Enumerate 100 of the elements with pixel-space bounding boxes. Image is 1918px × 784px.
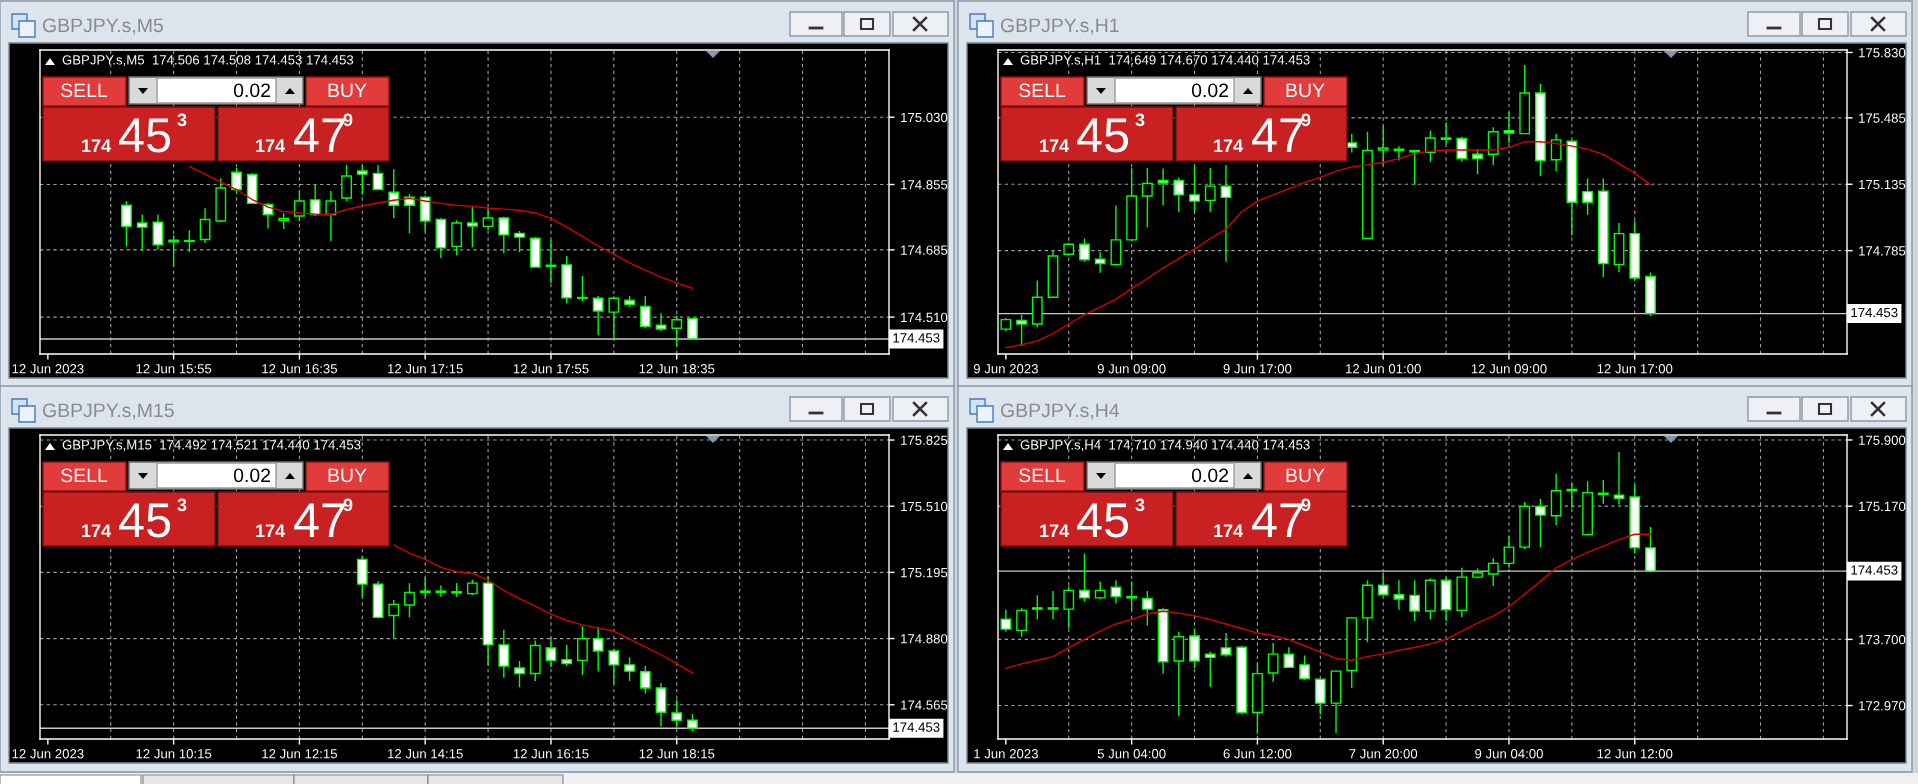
candlestick	[1220, 164, 1232, 263]
x-tick-label: 9 Jun 17:00	[1223, 364, 1292, 374]
candlestick	[1346, 132, 1358, 154]
y-tick-label: 174.785	[1859, 246, 1906, 256]
x-tick-label: 7 Jun 20:00	[1349, 749, 1418, 759]
annotation: 0.02	[1191, 468, 1229, 483]
x-tick-label: 6 Jun 12:00	[1223, 749, 1292, 759]
x-tick-label: 12 Jun 17:00	[1597, 364, 1673, 374]
candlestick	[451, 219, 463, 256]
candlestick	[592, 626, 604, 673]
candlestick	[341, 164, 352, 202]
annotation: SELL	[1019, 468, 1066, 483]
candlestick	[608, 647, 620, 685]
annotation: BUY	[1286, 83, 1325, 98]
candlestick	[1204, 167, 1216, 213]
x-tick-label: 12 Jun 17:15	[388, 364, 463, 374]
annotation: 174	[82, 524, 112, 537]
annotation: SELL	[1019, 83, 1066, 98]
candlestick	[1409, 579, 1421, 622]
candlestick	[1424, 129, 1436, 163]
candlestick	[1456, 136, 1468, 163]
annotation: 9	[343, 113, 353, 127]
candlestick	[498, 216, 510, 255]
y-tick-label: 174.685	[901, 245, 948, 255]
candlestick	[1047, 590, 1059, 620]
candlestick	[671, 699, 683, 729]
candlestick	[1409, 149, 1421, 186]
annotation: 45	[119, 503, 171, 538]
annotation: 9	[343, 498, 353, 512]
annotation: SELL	[61, 83, 108, 98]
candlestick	[309, 184, 321, 217]
annotation: 0.02	[1191, 83, 1229, 98]
candlestick	[1157, 167, 1169, 207]
candlestick	[671, 315, 683, 347]
x-tick-label: 12 Jun 18:15	[639, 749, 715, 759]
y-tick-label: 175.195	[901, 567, 948, 578]
x-tick-label: 12 Jun 12:00	[1597, 749, 1673, 759]
candlestick	[388, 599, 400, 640]
candlestick	[1582, 177, 1593, 216]
chart-title: GBPJPY.s,M5	[42, 18, 163, 35]
y-tick-label: 175.510	[901, 501, 948, 512]
candlestick	[1094, 251, 1106, 274]
y-tick-label: 174.855	[901, 180, 948, 190]
annotation: BUY	[1286, 468, 1325, 483]
chart-title: GBPJPY.s,M15	[42, 403, 174, 420]
x-tick-label: 9 Jun 04:00	[1475, 749, 1543, 759]
annotation: 174	[256, 139, 286, 152]
candlestick	[419, 194, 431, 233]
x-tick-label: 12 Jun 16:35	[262, 364, 338, 374]
candlestick	[498, 629, 510, 679]
chart-subtitle: GBPJPY.s,M15 174.492 174.521 174.440 174.453	[62, 440, 361, 452]
annotation: 174	[256, 524, 286, 537]
chart-subtitle: GBPJPY.s,M5 174.506 174.508 174.453 174.453	[62, 55, 354, 67]
annotation: SELL	[61, 468, 108, 483]
candlestick	[1487, 557, 1499, 587]
annotation: 47	[294, 118, 345, 152]
annotation: 47	[1252, 503, 1303, 537]
annotation: 45	[119, 118, 171, 153]
y-tick-label: 175.030	[901, 112, 948, 123]
candlestick	[655, 312, 667, 332]
y-tick-label: 174.880	[901, 634, 948, 644]
chart-title: GBPJPY.s,H1	[1000, 18, 1119, 35]
candlestick	[419, 576, 431, 598]
candlestick	[199, 207, 211, 244]
chart-subtitle: GBPJPY.s,H4 174.710 174.940 174.440 174.453	[1020, 440, 1310, 452]
candlestick	[1393, 579, 1405, 611]
chart-subtitle: GBPJPY.s,H1 174.649 174.670 174.440 174.453	[1020, 55, 1310, 67]
ref-line-label: 174.453	[1851, 565, 1898, 575]
candlestick	[1189, 164, 1200, 213]
x-tick-label: 12 Jun 18:35	[639, 364, 715, 374]
annotation: 45	[1077, 118, 1129, 153]
candlestick	[545, 636, 557, 669]
annotation: 174	[1040, 139, 1070, 152]
candlestick	[1613, 451, 1625, 506]
x-tick-label: 12 Jun 12:15	[262, 749, 338, 759]
candlestick	[121, 200, 132, 248]
x-tick-label: 12 Jun 10:15	[136, 749, 212, 759]
y-tick-label: 175.830	[1859, 48, 1906, 58]
x-tick-label: 9 Jun 2023	[973, 364, 1038, 374]
x-tick-label: 12 Jun 01:00	[1346, 364, 1421, 374]
candlestick	[1550, 132, 1562, 172]
y-tick-label: 175.170	[1859, 501, 1906, 512]
candlestick	[152, 213, 164, 251]
candlestick	[1031, 594, 1043, 620]
annotation: 174	[82, 139, 112, 152]
candlestick	[1126, 580, 1138, 612]
candlestick	[1377, 125, 1389, 166]
candlestick	[1079, 552, 1090, 603]
y-tick-label: 175.135	[1859, 179, 1906, 190]
annotation: 47	[1252, 118, 1303, 152]
candlestick	[608, 295, 620, 341]
candlestick	[482, 207, 494, 231]
y-tick-label: 175.900	[1859, 435, 1906, 445]
candlestick	[1173, 176, 1185, 213]
annotation: 47	[294, 503, 345, 537]
y-tick-label: 174.510	[901, 312, 948, 323]
annotation: 174	[1040, 524, 1070, 537]
x-tick-label: 12 Jun 16:15	[513, 749, 589, 759]
line-series	[393, 544, 694, 674]
candlestick	[466, 206, 478, 248]
